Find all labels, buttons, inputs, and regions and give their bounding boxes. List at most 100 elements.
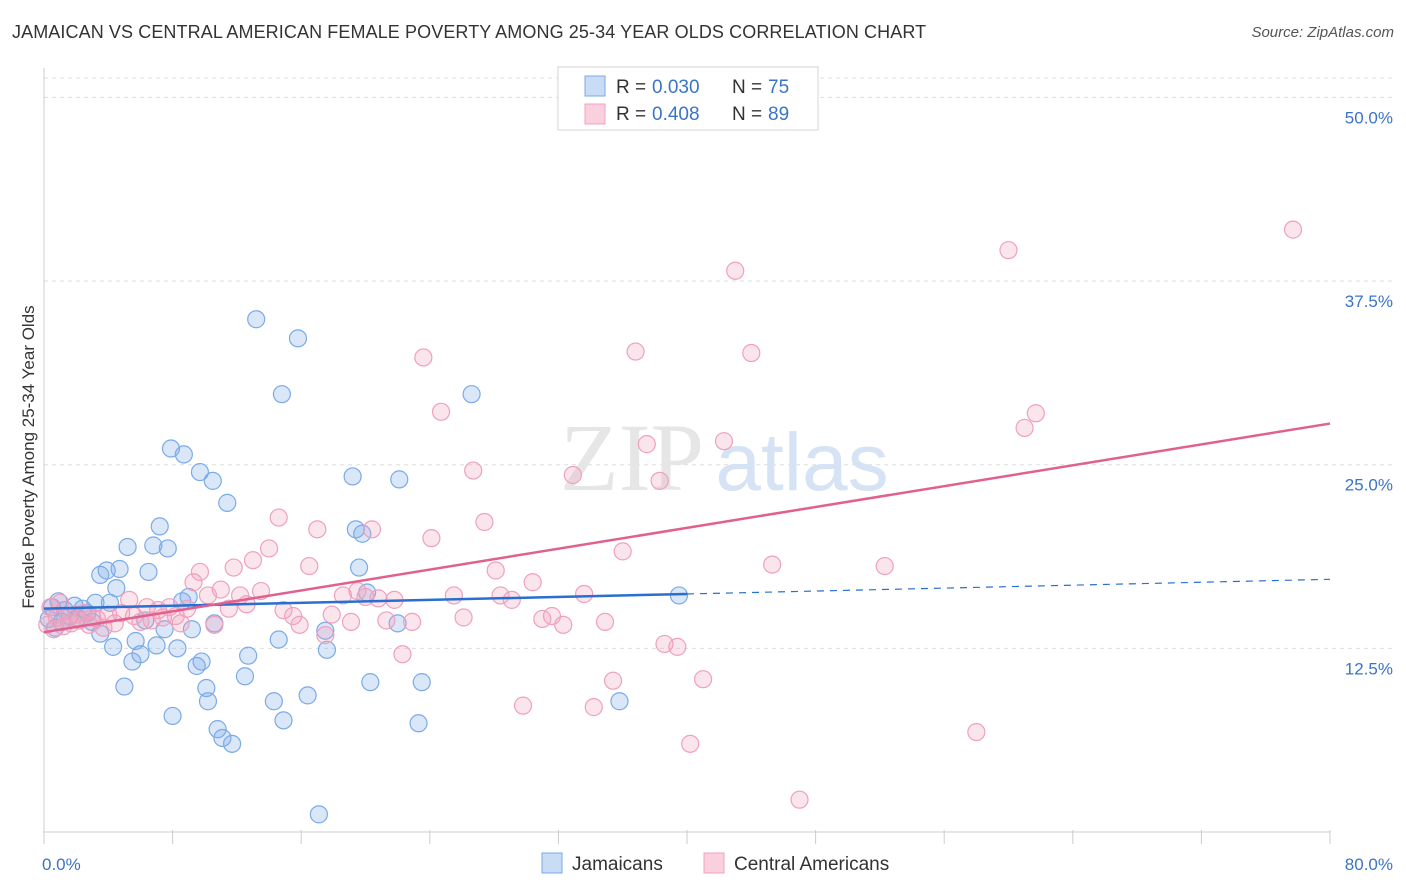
jamaicans-point (412, 673, 431, 692)
central-americans-point (205, 615, 224, 634)
central-americans-point (475, 512, 494, 532)
legend-swatch-central-americans (584, 103, 606, 125)
y-axis-title: Female Poverty Among 25-34 Year Olds (19, 305, 38, 608)
central-americans-point (763, 555, 782, 574)
jamaicans-point (150, 517, 169, 536)
jamaicans-trend-extension (686, 578, 1331, 595)
central-americans-point (726, 261, 745, 280)
central-americans-point (486, 561, 505, 580)
central-americans-point (1015, 418, 1034, 438)
trend-lines (43, 422, 1331, 634)
central-americans-point (211, 580, 230, 599)
central-americans-point (224, 558, 243, 577)
central-americans-point (322, 605, 341, 624)
jamaicans-trend-line (43, 592, 688, 610)
central-americans-point (554, 615, 573, 634)
central-americans-point (300, 556, 319, 576)
watermark-zip: ZIP (560, 404, 704, 511)
jamaicans-point (288, 329, 308, 348)
source-label: Source: ZipAtlas.com (1251, 24, 1394, 41)
central-americans-trend-line (43, 422, 1331, 634)
jamaicans-point (274, 711, 293, 730)
central-americans-point (626, 342, 645, 361)
central-americans-point (422, 529, 441, 548)
jamaicans-point (309, 805, 328, 824)
jamaicans-point (218, 493, 237, 512)
central-americans-point (1283, 220, 1303, 239)
jamaicans-point (353, 524, 372, 543)
central-americans-point (333, 586, 353, 605)
central-americans-point (523, 573, 542, 592)
x-tick-label-min: 0.0% (42, 855, 81, 874)
jamaicans-point (239, 646, 258, 665)
legend-r-value-2: 0.408 (652, 104, 700, 125)
jamaicans-point (213, 728, 232, 748)
central-americans-point (259, 539, 279, 558)
jamaicans-point (390, 470, 409, 489)
central-americans-point (190, 562, 210, 582)
central-americans-point (967, 722, 986, 742)
bottom-legend-swatch-central-americans (703, 852, 725, 874)
jamaicans-point (198, 692, 218, 711)
legend-n-label-1: N = (732, 77, 762, 98)
central-americans-point (714, 432, 734, 451)
jamaicans-point (349, 558, 369, 577)
central-americans-point (584, 698, 603, 717)
jamaicans-point (298, 686, 317, 705)
central-americans-point (454, 608, 473, 627)
jamaicans-point (388, 614, 407, 633)
jamaicans-point (610, 692, 629, 711)
jamaicans-point (110, 559, 129, 579)
central-americans-point (563, 465, 582, 485)
central-americans-point (637, 435, 656, 454)
x-axis-ticks (43, 830, 1331, 844)
central-americans-point (603, 671, 623, 690)
chart-title: JAMAICAN VS CENTRAL AMERICAN FEMALE POVE… (12, 22, 927, 42)
jamaicans-point (147, 636, 166, 655)
jamaicans-point (316, 621, 335, 640)
legend-n-label-2: N = (732, 104, 762, 125)
x-tick-label-max: 80.0% (1345, 855, 1393, 874)
central-americans-point (613, 542, 632, 561)
central-americans-point (999, 241, 1018, 260)
legend-r-label-2: R = (616, 104, 646, 125)
jamaicans-point (222, 734, 242, 753)
jamaicans-point (343, 467, 362, 486)
y-tick-label: 25.0% (1345, 476, 1393, 495)
jamaicans-point (168, 639, 187, 658)
jamaicans-point (361, 673, 380, 692)
jamaicans-point (131, 645, 150, 664)
jamaicans-point (197, 678, 216, 698)
bottom-legend-label-central-americans: Central Americans (734, 854, 889, 875)
bottom-legend: Jamaicans Central Americans (541, 852, 889, 875)
jamaicans-point (107, 579, 126, 598)
jamaicans-point (144, 536, 163, 555)
legend-r-label-1: R = (616, 77, 646, 98)
jamaicans-point (118, 537, 137, 557)
central-americans-point (790, 790, 809, 809)
jamaicans-point (409, 714, 428, 733)
central-americans-point (513, 696, 533, 715)
central-americans-point (742, 343, 761, 363)
central-americans-point (575, 584, 594, 604)
jamaicans-point (247, 310, 266, 329)
jamaicans-point (462, 385, 481, 404)
jamaicans-point (182, 620, 201, 639)
jamaicans-point (272, 385, 292, 404)
legend-n-value-2: 89 (768, 104, 789, 125)
central-americans-point (491, 586, 510, 605)
central-americans-point (414, 348, 433, 367)
central-americans-point (595, 612, 615, 632)
central-americans-point (668, 637, 687, 656)
central-americans-point (308, 520, 327, 539)
y-tick-label: 37.5% (1345, 292, 1393, 311)
central-americans-point (464, 461, 483, 480)
central-americans-point (1026, 404, 1045, 423)
legend-r-value-1: 0.030 (652, 77, 700, 98)
central-americans-point (243, 551, 263, 570)
central-americans-point (444, 586, 464, 605)
central-americans-point (377, 611, 396, 630)
legend-swatch-jamaicans (584, 75, 606, 97)
central-americans-point (369, 589, 388, 608)
